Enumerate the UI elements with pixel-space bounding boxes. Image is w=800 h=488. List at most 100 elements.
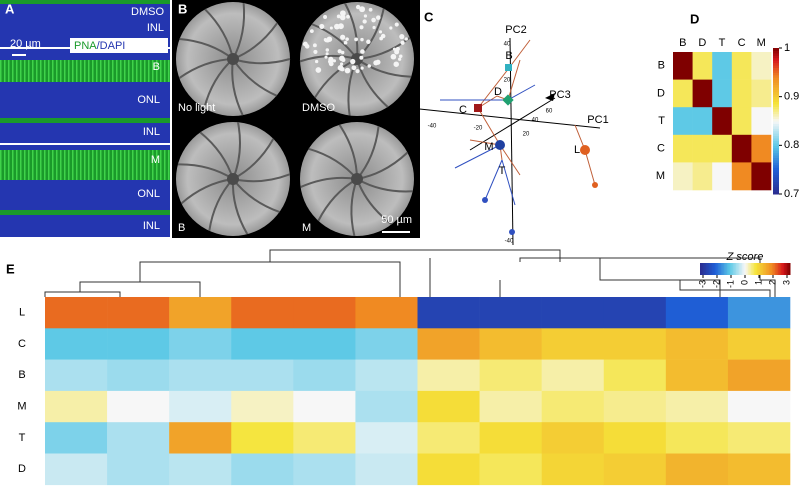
colorbar-tick-label: 2 (767, 280, 777, 285)
heatmap-cell (417, 359, 480, 392)
heatmap-cell (107, 422, 170, 454)
spot (378, 30, 383, 34)
matrix-cell (692, 52, 713, 80)
heatmap-cell (107, 453, 170, 486)
column-label: M (757, 37, 766, 49)
spot (350, 58, 356, 65)
heatmap-cell (231, 390, 294, 423)
colorbar (704, 263, 707, 275)
colorbar (773, 101, 779, 105)
colorbar (701, 263, 704, 275)
heatmap-cell (231, 359, 294, 392)
colorbar (773, 147, 779, 151)
legend-box (70, 38, 168, 53)
spot (373, 60, 379, 66)
spot (346, 14, 350, 19)
column-label: T (719, 37, 726, 49)
spot (336, 14, 341, 19)
colorbar (772, 263, 774, 275)
matrix-cell (731, 134, 752, 163)
colorbar (773, 142, 779, 146)
colorbar (773, 140, 779, 144)
heatmap-cell (479, 453, 542, 486)
matrix-cell (751, 162, 772, 191)
colorbar (739, 263, 741, 275)
heatmap-cell (45, 422, 108, 454)
colorbar-tick-label: 0.7 (784, 188, 799, 200)
colorbar (713, 263, 716, 275)
heatmap-cell (417, 297, 480, 329)
colorbar (773, 263, 776, 275)
spot (312, 43, 317, 48)
colorbar (773, 50, 779, 54)
colorbar (773, 181, 779, 185)
heatmap-cell (665, 422, 729, 454)
heatmap-cell (727, 390, 791, 423)
colorbar (763, 263, 765, 275)
spot (313, 49, 318, 54)
matrix-cell (692, 79, 713, 108)
spot (314, 59, 319, 64)
spot (339, 14, 346, 21)
colorbar (773, 179, 779, 183)
tick-label: 40 (504, 42, 511, 48)
heatmap-cell (355, 453, 418, 486)
dendrogram (44, 249, 776, 297)
label: INL (143, 126, 160, 138)
heatmap-cell (417, 422, 480, 454)
group-label: D (494, 86, 502, 98)
colorbar (742, 263, 744, 275)
spot (340, 62, 344, 66)
spot (379, 36, 384, 41)
heatmap-cell (541, 390, 605, 423)
colorbar (722, 263, 725, 275)
colorbar (748, 263, 750, 275)
heatmap-cell (665, 390, 729, 423)
colorbar (773, 167, 779, 171)
colorbar (745, 263, 747, 275)
heatmap-cell (727, 328, 791, 360)
heatmap-cell (665, 328, 729, 360)
row-label: L (19, 307, 25, 319)
colorbar (773, 191, 779, 195)
panel-label: A (5, 1, 15, 16)
heatmap-cell (231, 297, 294, 329)
spot (398, 57, 402, 61)
colorbar (755, 263, 758, 275)
label: PNA/DAPI (74, 40, 125, 52)
heatmap-cell (169, 390, 232, 423)
heatmap-cell (231, 422, 294, 454)
heatmap-cell (45, 390, 108, 423)
colorbar (773, 150, 779, 154)
label: DMSO (131, 6, 164, 18)
spot (344, 67, 351, 74)
spot (394, 22, 399, 27)
colorbar (773, 169, 779, 173)
spot (340, 10, 346, 17)
matrix-cell (692, 134, 713, 163)
colorbar (773, 69, 779, 73)
axis-label: PC1 (587, 114, 608, 126)
heatmap-cell (665, 297, 729, 329)
colorbar (773, 145, 779, 149)
heatmap-cell (355, 297, 418, 329)
colorbar (706, 263, 708, 275)
heatmap-cell (45, 359, 108, 392)
spot (309, 29, 314, 34)
colorbar (773, 123, 779, 127)
colorbar (788, 263, 791, 275)
spot (328, 57, 334, 63)
colorbar (721, 263, 723, 275)
row-label: T (19, 432, 26, 444)
group-label: C (459, 104, 467, 116)
colorbar (773, 152, 779, 156)
spot (376, 15, 381, 20)
spot (332, 59, 336, 63)
colorbar-tick-label: -3 (697, 280, 707, 288)
connector (469, 39, 596, 186)
heatmap-cell (293, 390, 356, 423)
group-label: L (574, 144, 580, 156)
colorbar (703, 263, 705, 275)
